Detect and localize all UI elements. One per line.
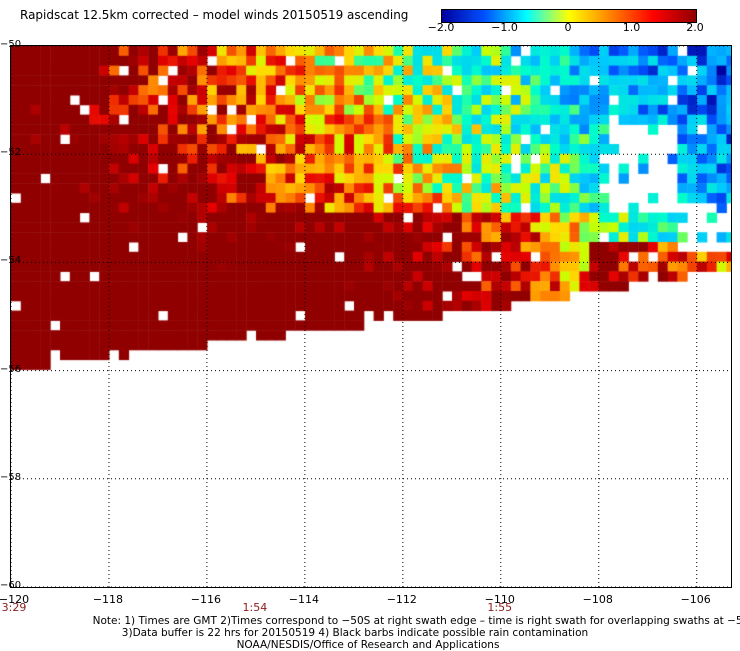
latitude-label: −56 (0, 363, 22, 375)
map-title: Rapidscat 12.5km corrected – model winds… (20, 8, 409, 22)
longitude-label: −116 (190, 593, 222, 606)
latitude-label: −52 (0, 147, 22, 159)
colorbar-tick-label: 0 (564, 21, 572, 34)
longitude-label: −112 (386, 593, 417, 606)
latitude-label: −58 (0, 471, 22, 483)
note-line-1: Note: 1) Times are GMT 2)Times correspon… (92, 615, 740, 627)
longitude-label: −108 (582, 593, 613, 606)
longitude-label: −110 (484, 593, 515, 606)
wind-difference-field (11, 46, 731, 587)
longitude-label: −118 (92, 593, 124, 606)
map-plot-area (10, 45, 732, 588)
swath-time-label: 1:54 (242, 601, 268, 614)
longitude-label: −106 (680, 593, 711, 606)
colorbar-tick-label: −2.0 (427, 21, 455, 34)
latitude-label: −54 (0, 255, 22, 267)
latitude-label: −60 (0, 580, 22, 591)
note-line-3: NOAA/NESDIS/Office of Research and Appli… (236, 639, 500, 651)
colorbar-tick-label: −1.0 (491, 21, 518, 34)
swath-time-label: 1:55 (487, 601, 513, 614)
longitude-label: −114 (288, 593, 319, 606)
graticule (11, 46, 731, 587)
colorbar-tick-label: 1.0 (622, 21, 641, 34)
note-line-2: 3)Data buffer is 22 hrs for 20150519 4) … (121, 627, 589, 639)
colorbar-tick-label: 2.0 (686, 21, 704, 34)
longitude-label: −120 (0, 593, 30, 606)
latitude-label: −50 (0, 39, 22, 50)
swath-time-label: 3:29 (1, 601, 27, 614)
colorbar (441, 9, 697, 23)
